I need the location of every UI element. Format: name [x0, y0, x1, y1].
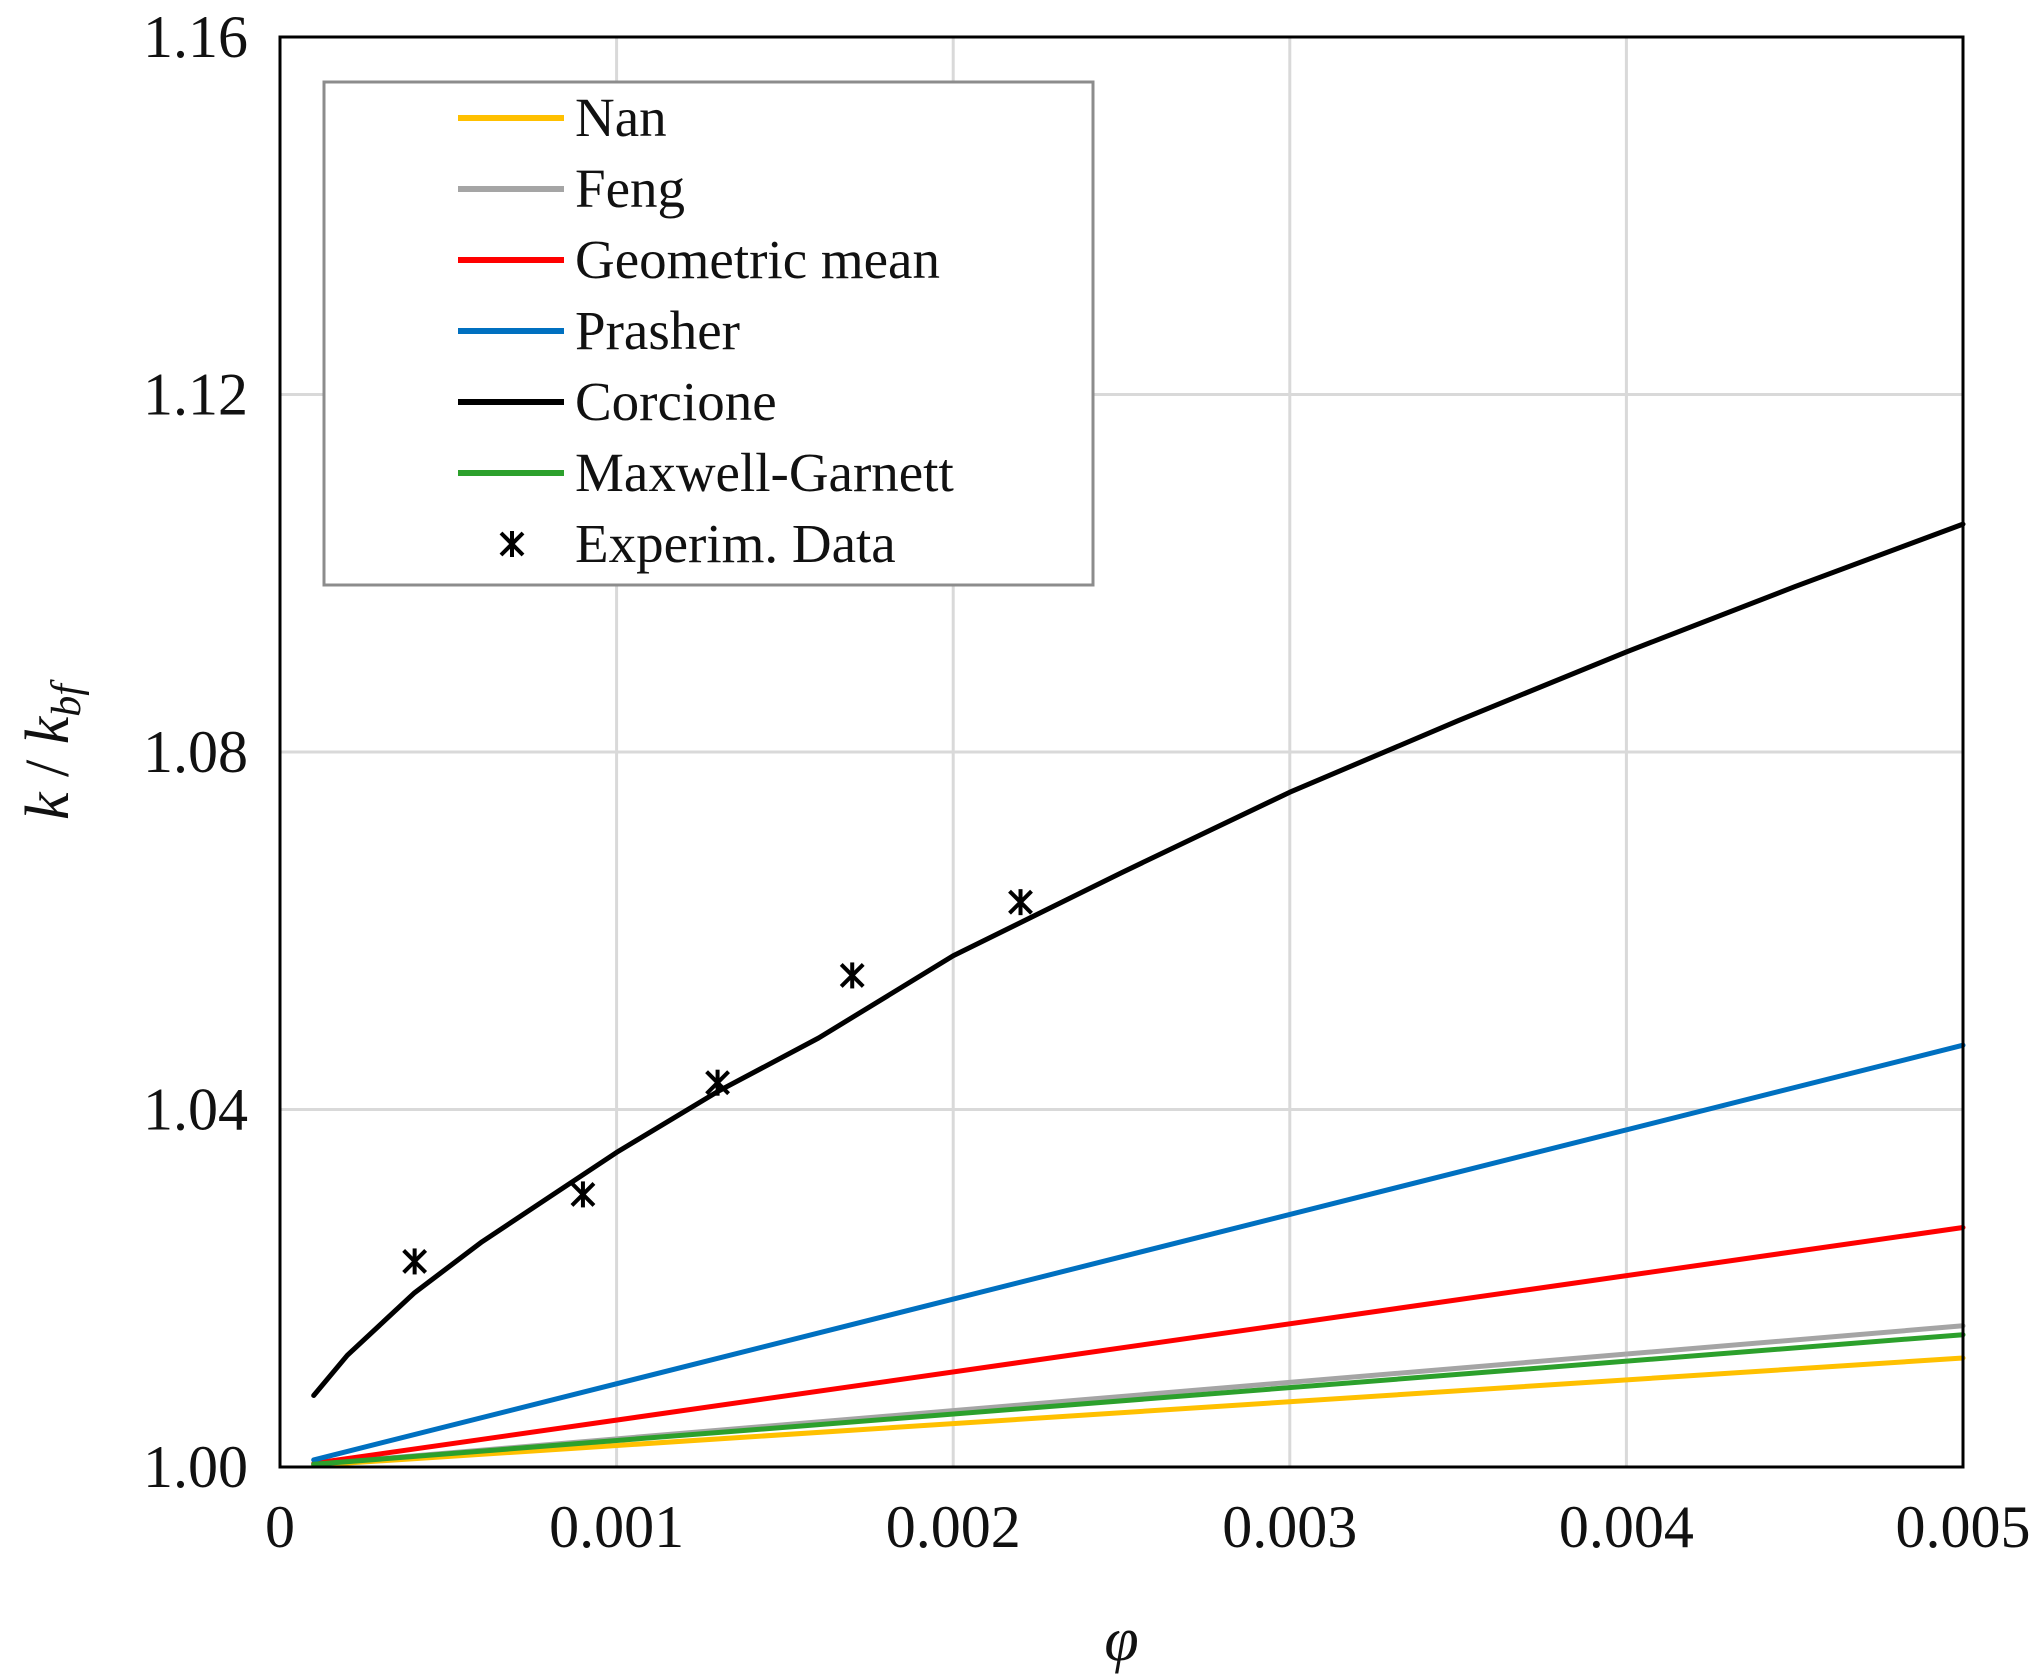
legend-label: Prasher: [575, 300, 740, 361]
legend: Nan Feng Geometric mean Prasher Corcione Maxw…: [322, 80, 1095, 587]
data-point: [839, 962, 865, 989]
y-tick-label: 1.04: [143, 1077, 248, 1143]
legend-item-nan: Nan: [458, 87, 667, 148]
x-tick-label: 0: [265, 1494, 295, 1560]
scatter-layer: [402, 889, 1033, 1275]
legend-item-prasher: Prasher: [458, 300, 740, 361]
legend-label: Experim. Data: [575, 513, 896, 574]
x-axis-title: φ: [1104, 1606, 1138, 1674]
legend-label: Nan: [575, 87, 667, 148]
y-axis-title-separator: /: [14, 744, 82, 792]
x-tick-label: 0.004: [1559, 1494, 1694, 1560]
x-axis-ticks: 0 0.001 0.002 0.003 0.004 0.005: [265, 1494, 2031, 1560]
legend-label: Maxwell-Garnett: [575, 442, 954, 503]
legend-item-corcione: Corcione: [458, 371, 777, 432]
data-point: [402, 1248, 428, 1275]
y-axis-title: k / kbf: [14, 679, 90, 820]
x-tick-label: 0.001: [549, 1494, 684, 1560]
legend-item-geometric-mean: Geometric mean: [458, 229, 940, 290]
y-axis-ticks: 1.00 1.04 1.08 1.12 1.16: [143, 4, 248, 1500]
x-tick-label: 0.005: [1896, 1494, 2031, 1560]
y-axis-title-subscript: bf: [44, 679, 90, 717]
y-axis-title-sub-base: k: [14, 715, 82, 744]
data-point: [705, 1069, 730, 1096]
y-tick-label: 1.00: [143, 1434, 248, 1500]
x-tick-label: 0.003: [1222, 1494, 1357, 1560]
x-tick-label: 0.002: [886, 1494, 1021, 1560]
legend-label: Feng: [575, 158, 685, 219]
legend-item-feng: Feng: [458, 158, 685, 219]
legend-label: Corcione: [575, 371, 777, 432]
y-tick-label: 1.16: [143, 4, 248, 70]
y-axis-title-main: k: [14, 791, 82, 820]
data-point: [570, 1181, 596, 1208]
legend-item-experim-data: Experim. Data: [499, 513, 896, 574]
data-point: [1008, 889, 1033, 916]
legend-item-maxwell-garnett: Maxwell-Garnett: [458, 442, 954, 503]
series-layer: [311, 521, 1966, 1468]
series-line-geometric-mean: [311, 1225, 1966, 1466]
y-tick-label: 1.08: [143, 719, 248, 785]
series-line-nan: [311, 1355, 1966, 1468]
plot-frame: [278, 35, 1965, 1469]
legend-label: Geometric mean: [575, 229, 940, 290]
series-line-corcione: [311, 521, 1966, 1398]
series-line-maxwell-garnett: [311, 1332, 1966, 1467]
legend-marker: [499, 531, 525, 557]
y-tick-label: 1.12: [143, 362, 248, 428]
series-line-prasher: [311, 1042, 1966, 1463]
legend-box: [322, 80, 1095, 587]
